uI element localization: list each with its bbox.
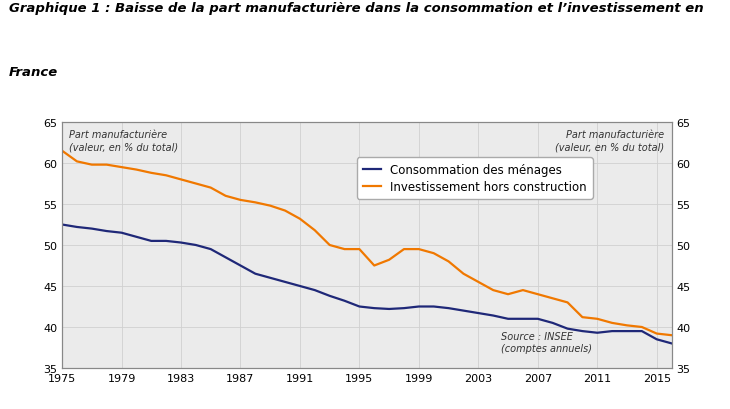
Investissement hors construction xyxy=(191,182,200,187)
Consommation des ménages xyxy=(191,243,200,248)
Consommation des ménages xyxy=(474,311,483,316)
Text: Source : INSEE
(comptes annuels): Source : INSEE (comptes annuels) xyxy=(501,331,592,353)
Consommation des ménages xyxy=(504,317,512,321)
Consommation des ménages xyxy=(251,272,260,276)
Consommation des ménages xyxy=(207,247,215,252)
Consommation des ménages xyxy=(563,326,572,331)
Consommation des ménages xyxy=(355,304,364,309)
Investissement hors construction xyxy=(355,247,364,252)
Text: Graphique 1 : Baisse de la part manufacturière dans la consommation et l’investi: Graphique 1 : Baisse de la part manufact… xyxy=(9,2,704,15)
Consommation des ménages xyxy=(548,321,557,326)
Text: Part manufacturière
(valeur, en % du total): Part manufacturière (valeur, en % du tot… xyxy=(69,130,179,153)
Consommation des ménages xyxy=(340,299,349,303)
Consommation des ménages xyxy=(489,313,498,318)
Line: Consommation des ménages: Consommation des ménages xyxy=(62,225,672,344)
Investissement hors construction xyxy=(72,160,81,164)
Investissement hors construction xyxy=(207,186,215,191)
Investissement hors construction xyxy=(534,292,542,297)
Consommation des ménages xyxy=(117,231,126,236)
Investissement hors construction xyxy=(221,194,230,199)
Investissement hors construction xyxy=(429,251,438,256)
Consommation des ménages xyxy=(653,337,661,342)
Consommation des ménages xyxy=(236,263,245,268)
Investissement hors construction xyxy=(637,325,646,330)
Legend: Consommation des ménages, Investissement hors construction: Consommation des ménages, Investissement… xyxy=(357,158,593,199)
Consommation des ménages xyxy=(310,288,319,293)
Investissement hors construction xyxy=(667,333,676,338)
Investissement hors construction xyxy=(266,204,274,209)
Investissement hors construction xyxy=(147,171,155,176)
Consommation des ménages xyxy=(399,306,408,311)
Consommation des ménages xyxy=(518,317,527,321)
Investissement hors construction xyxy=(236,198,245,203)
Consommation des ménages xyxy=(280,280,289,285)
Investissement hors construction xyxy=(296,217,304,222)
Investissement hors construction xyxy=(251,200,260,205)
Consommation des ménages xyxy=(88,227,96,231)
Investissement hors construction xyxy=(474,280,483,285)
Investissement hors construction xyxy=(310,228,319,233)
Investissement hors construction xyxy=(623,323,631,328)
Consommation des ménages xyxy=(578,329,587,334)
Consommation des ménages xyxy=(58,222,66,227)
Investissement hors construction xyxy=(578,315,587,320)
Investissement hors construction xyxy=(132,168,141,173)
Investissement hors construction xyxy=(593,317,602,321)
Investissement hors construction xyxy=(445,259,453,264)
Consommation des ménages xyxy=(221,255,230,260)
Line: Investissement hors construction: Investissement hors construction xyxy=(62,151,672,335)
Investissement hors construction xyxy=(489,288,498,293)
Investissement hors construction xyxy=(102,163,111,168)
Consommation des ménages xyxy=(296,284,304,289)
Consommation des ménages xyxy=(415,304,423,309)
Consommation des ménages xyxy=(445,306,453,311)
Investissement hors construction xyxy=(548,296,557,301)
Consommation des ménages xyxy=(608,329,617,334)
Investissement hors construction xyxy=(608,321,617,326)
Investissement hors construction xyxy=(518,288,527,293)
Consommation des ménages xyxy=(637,329,646,334)
Investissement hors construction xyxy=(385,258,393,263)
Consommation des ménages xyxy=(147,239,155,244)
Investissement hors construction xyxy=(459,272,468,276)
Consommation des ménages xyxy=(623,329,631,334)
Investissement hors construction xyxy=(504,292,512,297)
Consommation des ménages xyxy=(667,341,676,346)
Consommation des ménages xyxy=(593,330,602,335)
Investissement hors construction xyxy=(88,163,96,168)
Investissement hors construction xyxy=(58,149,66,154)
Consommation des ménages xyxy=(459,308,468,313)
Investissement hors construction xyxy=(177,178,185,182)
Investissement hors construction xyxy=(370,263,379,268)
Investissement hors construction xyxy=(563,300,572,305)
Investissement hors construction xyxy=(399,247,408,252)
Consommation des ménages xyxy=(429,304,438,309)
Investissement hors construction xyxy=(340,247,349,252)
Consommation des ménages xyxy=(266,276,274,281)
Consommation des ménages xyxy=(534,317,542,321)
Consommation des ménages xyxy=(162,239,171,244)
Consommation des ménages xyxy=(326,294,334,299)
Consommation des ménages xyxy=(102,229,111,234)
Consommation des ménages xyxy=(177,240,185,245)
Consommation des ménages xyxy=(370,306,379,311)
Consommation des ménages xyxy=(132,235,141,240)
Investissement hors construction xyxy=(162,173,171,178)
Text: Part manufacturière
(valeur, en % du total): Part manufacturière (valeur, en % du tot… xyxy=(555,130,664,153)
Investissement hors construction xyxy=(280,209,289,213)
Investissement hors construction xyxy=(326,243,334,248)
Consommation des ménages xyxy=(385,307,393,312)
Investissement hors construction xyxy=(117,165,126,170)
Investissement hors construction xyxy=(653,331,661,336)
Consommation des ménages xyxy=(72,225,81,230)
Text: France: France xyxy=(9,65,58,79)
Investissement hors construction xyxy=(415,247,423,252)
